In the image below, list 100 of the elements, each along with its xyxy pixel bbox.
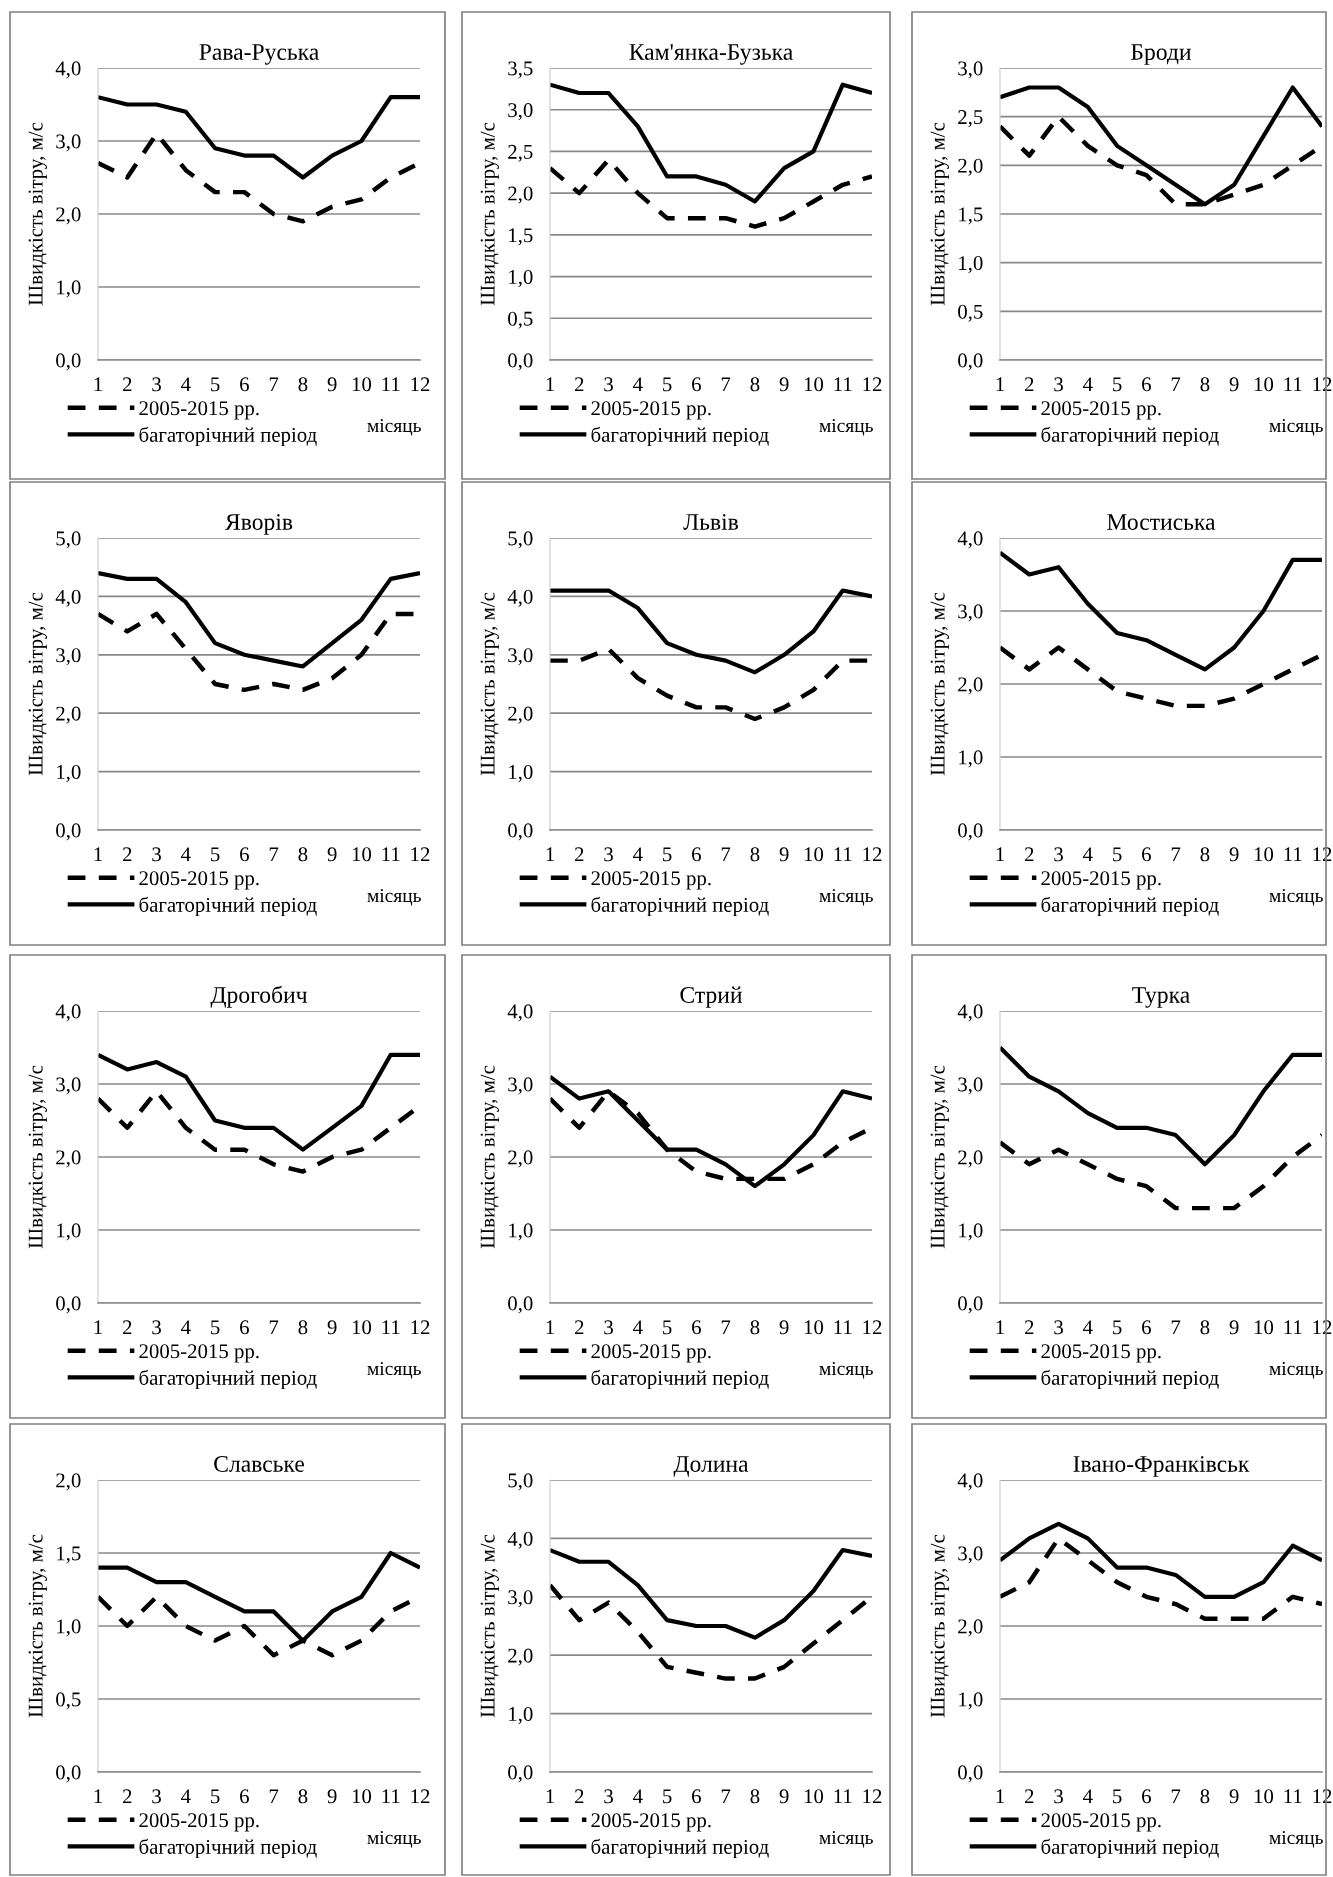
y-tick-label: 2,0: [958, 1150, 983, 1168]
x-tick-label: 1: [996, 1320, 1004, 1335]
x-tick-label: 8: [750, 847, 760, 862]
x-tick-label: 6: [692, 1320, 701, 1335]
x-tick-label: 8: [298, 377, 308, 392]
legend-label: багаторічний період: [139, 1369, 317, 1390]
x-tick-label: 8: [1200, 377, 1210, 392]
legend-label: 2005-2015 рр.: [591, 1344, 711, 1363]
x-axis-title: місяць: [367, 1831, 421, 1848]
legend-label: 2005-2015 рр.: [1041, 871, 1161, 890]
x-tick-label: 4: [633, 1789, 643, 1804]
x-tick-label: 11: [1284, 1789, 1302, 1804]
x-tick-label: 4: [1083, 377, 1093, 392]
x-tick-label: 4: [633, 377, 643, 392]
legend-label: 2005-2015 рр.: [139, 401, 259, 420]
y-axis-title: Швидкість вітру, м/с: [480, 122, 499, 306]
x-tick-label: 4: [1083, 1789, 1093, 1804]
y-tick-label: 2,0: [56, 1473, 81, 1491]
x-tick-label: 12: [863, 1320, 882, 1335]
legend-label: багаторічний період: [591, 1838, 769, 1859]
x-tick-label: 5: [1113, 847, 1122, 862]
x-tick-label: 1: [546, 377, 554, 392]
legend-label: багаторічний період: [139, 1838, 317, 1859]
chart-title: Стрий: [680, 986, 742, 1008]
x-tick-label: 3: [1054, 847, 1063, 862]
x-tick-label: 5: [663, 1789, 672, 1804]
x-tick-label: 12: [863, 377, 882, 392]
chart-title: Турка: [1132, 987, 1190, 1008]
x-tick-label: 5: [663, 847, 672, 862]
y-tick-label: 2,0: [56, 706, 81, 724]
legend-label: 2005-2015 рр.: [591, 1813, 711, 1832]
y-tick-label: 5,0: [508, 531, 533, 549]
x-tick-label: 6: [240, 1789, 249, 1804]
x-tick-label: 8: [298, 847, 308, 862]
x-axis-title: місяць: [1269, 1362, 1323, 1379]
y-tick-label: 0,0: [508, 353, 533, 371]
x-tick-label: 12: [863, 847, 882, 862]
x-tick-label: 7: [721, 1320, 731, 1335]
y-tick-label: 1,0: [57, 1619, 81, 1637]
line-series: [1000, 1045, 1322, 1167]
x-tick-label: 11: [1284, 377, 1302, 392]
y-tick-label: 4,0: [957, 1004, 983, 1022]
x-tick-label: 2: [574, 1320, 584, 1335]
x-tick-label: 10: [352, 1789, 372, 1804]
x-tick-label: 3: [1054, 377, 1063, 392]
x-tick-label: 2: [122, 377, 132, 392]
x-axis-title: місяць: [1269, 1831, 1323, 1848]
y-tick-label: 2,0: [508, 1150, 533, 1168]
x-tick-label: 12: [411, 1320, 430, 1335]
x-tick-label: 2: [122, 1320, 132, 1335]
x-tick-label: 2: [1024, 1320, 1034, 1335]
x-tick-label: 4: [1083, 1320, 1093, 1335]
y-axis-title: Швидкість вітру, м/с: [930, 592, 949, 776]
x-tick-label: 9: [327, 377, 337, 392]
line-series: [1000, 645, 1322, 709]
y-tick-label: 2,5: [958, 110, 983, 128]
y-tick-label: 2,0: [958, 1619, 983, 1637]
x-tick-label: 10: [1254, 1320, 1274, 1335]
y-tick-label: 0,0: [958, 353, 983, 371]
x-tick-label: 9: [1229, 1789, 1239, 1804]
x-tick-label: 7: [269, 1320, 279, 1335]
y-tick-label: 4,0: [55, 589, 81, 607]
legend-label: багаторічний період: [139, 896, 317, 917]
x-tick-label: 6: [1142, 1789, 1151, 1804]
line-series: [550, 1074, 872, 1189]
x-tick-label: 12: [1313, 1789, 1332, 1804]
x-tick-label: 10: [352, 1320, 372, 1335]
x-axis-title: місяць: [367, 419, 421, 436]
x-tick-label: 10: [804, 847, 824, 862]
x-axis-title: місяць: [819, 1362, 873, 1379]
y-tick-label: 3,0: [508, 1590, 533, 1608]
y-tick-label: 3,0: [958, 61, 983, 79]
y-axis-title: Швидкість вітру, м/с: [930, 1534, 949, 1718]
x-tick-label: 4: [1083, 847, 1093, 862]
x-tick-label: 1: [996, 847, 1004, 862]
x-tick-label: 5: [211, 847, 220, 862]
legend-label: багаторічний період: [591, 896, 769, 917]
y-tick-label: 1,0: [509, 1223, 533, 1241]
y-tick-label: 0,5: [56, 1692, 81, 1710]
x-tick-label: 1: [996, 377, 1004, 392]
x-tick-label: 2: [574, 847, 584, 862]
chart-title: Яворів: [225, 514, 293, 535]
y-tick-label: 4,0: [507, 1004, 533, 1022]
x-tick-label: 11: [834, 1789, 852, 1804]
x-tick-label: 12: [411, 1789, 430, 1804]
x-tick-label: 1: [94, 377, 102, 392]
legend-label: 2005-2015 рр.: [139, 871, 259, 890]
y-axis-title: Швидкість вітру, м/с: [930, 1065, 949, 1249]
x-axis-title: місяць: [1269, 889, 1323, 906]
x-tick-label: 9: [779, 1789, 789, 1804]
y-tick-label: 2,0: [56, 1150, 81, 1168]
line-series: [1000, 85, 1322, 207]
x-axis-title: місяць: [367, 1362, 421, 1379]
x-tick-label: 11: [834, 377, 852, 392]
y-axis-title: Швидкість вітру, м/с: [480, 592, 499, 776]
y-tick-label: 3,5: [508, 61, 533, 79]
x-axis-title: місяць: [819, 419, 873, 436]
y-tick-label: 0,0: [508, 1765, 533, 1783]
x-tick-label: 2: [122, 1789, 132, 1804]
x-tick-label: 7: [269, 1789, 279, 1804]
